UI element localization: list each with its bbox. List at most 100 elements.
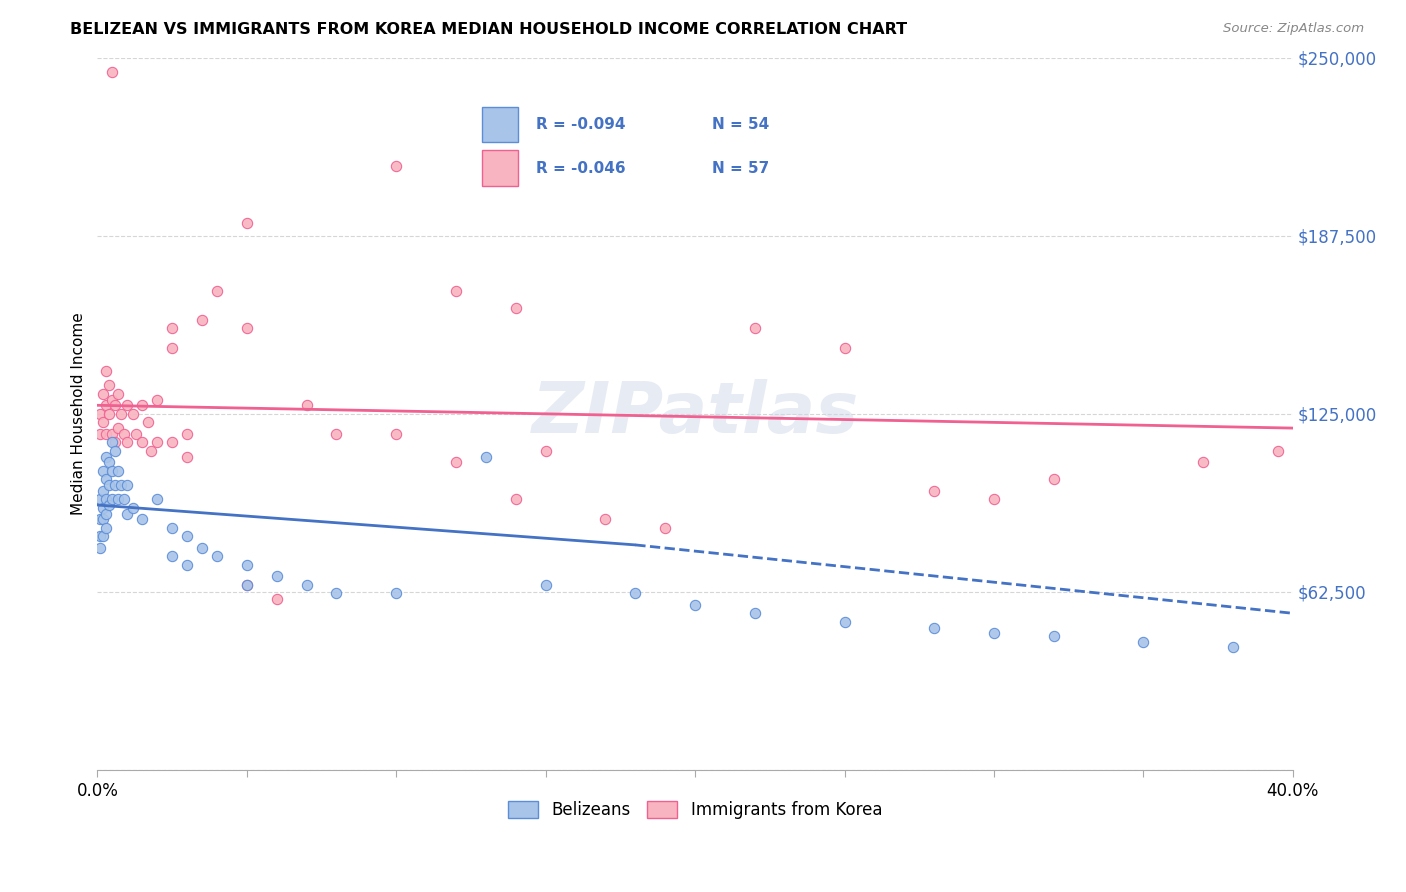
Point	[534, 578, 557, 592]
Point	[112, 426, 135, 441]
Text: ZIPatlas: ZIPatlas	[531, 379, 859, 449]
Point	[176, 529, 198, 543]
Point	[131, 512, 153, 526]
Point	[96, 507, 118, 521]
Point	[236, 216, 259, 230]
Point	[744, 607, 766, 621]
Point	[91, 512, 114, 526]
Point	[683, 598, 706, 612]
Point	[101, 464, 124, 478]
Point	[534, 443, 557, 458]
Point	[104, 443, 127, 458]
Point	[654, 521, 676, 535]
Point	[146, 435, 169, 450]
Point	[122, 500, 145, 515]
Point	[96, 492, 118, 507]
Point	[983, 492, 1005, 507]
Point	[101, 435, 124, 450]
Point	[96, 398, 118, 412]
Point	[91, 387, 114, 401]
Y-axis label: Median Household Income: Median Household Income	[72, 312, 86, 516]
Point	[107, 421, 129, 435]
Point	[98, 478, 121, 492]
Point	[176, 426, 198, 441]
Point	[1267, 443, 1289, 458]
Point	[385, 159, 408, 173]
Point	[136, 416, 159, 430]
Point	[205, 549, 228, 564]
Point	[922, 483, 945, 498]
Point	[295, 578, 318, 592]
Point	[98, 455, 121, 469]
Point	[104, 435, 127, 450]
Point	[89, 541, 111, 555]
Point	[96, 364, 118, 378]
Point	[385, 586, 408, 600]
Point	[110, 478, 132, 492]
Point	[160, 521, 183, 535]
Point	[89, 529, 111, 543]
Point	[325, 426, 347, 441]
Point	[1042, 472, 1064, 486]
Point	[91, 500, 114, 515]
Point	[131, 435, 153, 450]
Point	[205, 285, 228, 299]
Point	[160, 341, 183, 355]
Point	[1132, 634, 1154, 648]
Point	[96, 521, 118, 535]
Point	[266, 569, 288, 583]
Point	[98, 378, 121, 392]
Point	[91, 464, 114, 478]
Point	[1222, 640, 1244, 655]
Point	[122, 407, 145, 421]
Point	[107, 464, 129, 478]
Point	[112, 492, 135, 507]
Point	[115, 398, 138, 412]
Point	[266, 592, 288, 607]
Point	[115, 435, 138, 450]
Point	[115, 478, 138, 492]
Point	[141, 443, 163, 458]
Point	[101, 392, 124, 407]
Text: BELIZEAN VS IMMIGRANTS FROM KOREA MEDIAN HOUSEHOLD INCOME CORRELATION CHART: BELIZEAN VS IMMIGRANTS FROM KOREA MEDIAN…	[70, 22, 907, 37]
Point	[96, 450, 118, 464]
Point	[236, 578, 259, 592]
Point	[125, 426, 148, 441]
Point	[236, 578, 259, 592]
Point	[624, 586, 647, 600]
Point	[236, 558, 259, 572]
Point	[176, 558, 198, 572]
Point	[110, 407, 132, 421]
Point	[96, 426, 118, 441]
Point	[107, 492, 129, 507]
Point	[505, 301, 527, 316]
Point	[104, 398, 127, 412]
Point	[101, 426, 124, 441]
Point	[160, 549, 183, 564]
Point	[834, 615, 856, 629]
Point	[236, 321, 259, 335]
Text: Source: ZipAtlas.com: Source: ZipAtlas.com	[1223, 22, 1364, 36]
Point	[191, 313, 214, 327]
Legend: Belizeans, Immigrants from Korea: Belizeans, Immigrants from Korea	[502, 794, 889, 826]
Point	[96, 472, 118, 486]
Point	[176, 450, 198, 464]
Point	[191, 541, 214, 555]
Point	[595, 512, 617, 526]
Point	[922, 621, 945, 635]
Point	[834, 341, 856, 355]
Point	[89, 407, 111, 421]
Point	[475, 450, 498, 464]
Point	[146, 392, 169, 407]
Point	[744, 321, 766, 335]
Point	[325, 586, 347, 600]
Point	[505, 492, 527, 507]
Point	[107, 387, 129, 401]
Point	[444, 285, 467, 299]
Point	[91, 483, 114, 498]
Point	[160, 435, 183, 450]
Point	[91, 416, 114, 430]
Point	[104, 478, 127, 492]
Point	[89, 492, 111, 507]
Point	[160, 321, 183, 335]
